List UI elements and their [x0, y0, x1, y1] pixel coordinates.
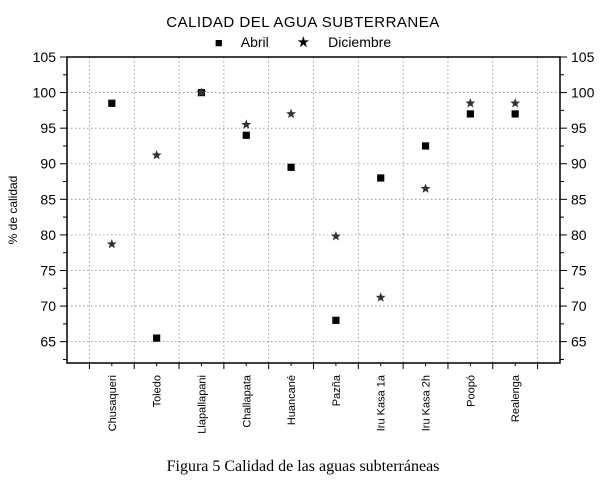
chart-title: CALIDAD DEL AGUA SUBTERRANEA [166, 14, 440, 31]
data-point-diciembre-1 [151, 150, 162, 160]
data-point-diciembre-8 [465, 98, 476, 108]
figure-caption: Figura 5 Calidad de las aguas subterráne… [166, 458, 440, 475]
y-tick-label-right: 80 [571, 227, 587, 243]
data-point-diciembre-5 [330, 231, 341, 241]
y-tick-label-right: 65 [571, 334, 587, 350]
y-tick-label-left: 100 [33, 85, 57, 101]
y-tick-label-left: 65 [40, 334, 56, 350]
data-point-diciembre-7 [420, 183, 431, 193]
legend-star-marker-icon: ★ [296, 34, 311, 51]
x-category-label: Pazña [331, 374, 343, 406]
data-point-abril-9 [511, 110, 519, 118]
data-point-diciembre-6 [375, 292, 386, 302]
data-point-abril-1 [153, 334, 161, 342]
chart-legend: ■ Abril ★ Diciembre [0, 33, 606, 51]
legend-label-diciembre: Diciembre [328, 34, 392, 50]
y-axis-title: % de calidad [6, 176, 20, 245]
y-tick-label-left: 90 [40, 156, 56, 172]
y-tick-label-right: 70 [571, 298, 587, 314]
legend-label-abril: Abril [240, 34, 269, 50]
y-tick-label-left: 80 [40, 227, 56, 243]
y-tick-label-right: 85 [571, 191, 587, 207]
data-point-abril-8 [466, 110, 474, 118]
data-point-abril-6 [377, 174, 385, 182]
x-category-label: Iru Kasa 2h [421, 375, 433, 431]
y-tick-label-left: 70 [40, 298, 56, 314]
data-point-diciembre-3 [241, 119, 252, 129]
y-tick-label-right: 100 [571, 85, 595, 101]
data-point-abril-3 [242, 131, 250, 139]
y-tick-label-left: 85 [40, 191, 56, 207]
x-category-label: Iru Kasa 1a [376, 374, 388, 431]
data-point-diciembre-4 [286, 108, 297, 119]
x-category-label: Challapata [241, 374, 253, 427]
x-category-label: Chusaqueri [107, 375, 119, 431]
data-point-diciembre-2 [196, 87, 207, 97]
data-point-abril-4 [287, 163, 295, 171]
data-point-diciembre-0 [106, 238, 117, 249]
legend-item-abril: ■ Abril [215, 34, 269, 50]
x-category-label: Toledo [152, 375, 164, 407]
data-point-diciembre-9 [510, 98, 521, 108]
data-point-abril-0 [108, 99, 116, 107]
x-category-label: Huancané [286, 375, 298, 425]
y-tick-label-right: 90 [571, 156, 587, 172]
x-category-label: Llapallapani [196, 375, 208, 434]
y-tick-label-left: 105 [33, 49, 57, 65]
y-tick-label-right: 95 [571, 120, 587, 136]
x-category-label: Realenga [510, 374, 522, 422]
y-tick-label-right: 75 [571, 262, 587, 278]
y-tick-label-right: 105 [571, 49, 595, 65]
y-tick-label-left: 95 [40, 120, 56, 136]
legend-item-diciembre: ★ Diciembre [297, 33, 391, 51]
data-point-abril-5 [332, 316, 340, 324]
legend-square-marker-icon: ■ [214, 35, 223, 50]
y-tick-label-left: 75 [40, 262, 56, 278]
x-category-label: Poopó [465, 375, 477, 407]
data-point-abril-7 [421, 142, 430, 150]
